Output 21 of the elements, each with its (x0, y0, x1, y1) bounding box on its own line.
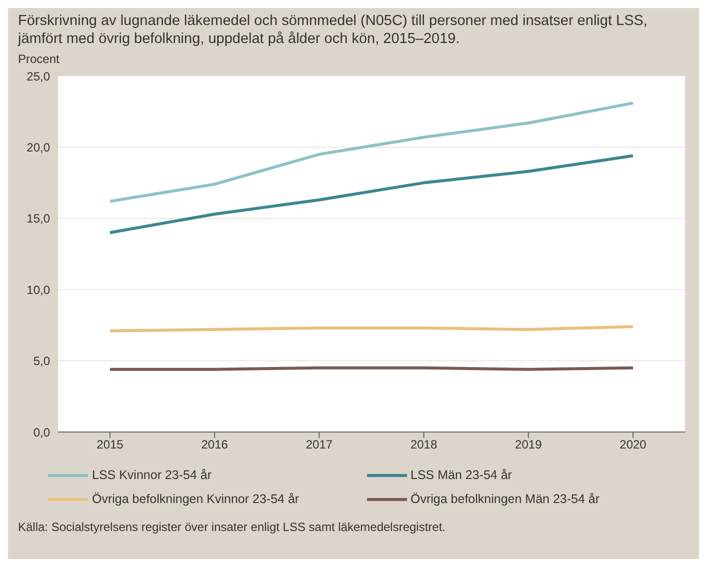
x-tick-label: 2015 (96, 438, 124, 452)
x-tick-label: 2019 (515, 438, 542, 452)
legend-label: Övriga befolkningen Kvinnor 23-54 år (92, 492, 300, 506)
x-tick-label: 2018 (410, 438, 438, 452)
y-tick-label: 5,0 (33, 354, 50, 368)
x-tick-label: 2017 (306, 438, 333, 452)
y-tick-label: 0,0 (33, 425, 50, 440)
y-tick-label: 20,0 (26, 140, 50, 154)
y-tick-label: 25,0 (26, 69, 50, 84)
chart-title: Förskrivning av lugnande läkemedel och sömnmedel (N05C) till personer med insatser enligt LSS, jämfört med övrig befolkning, uppdelat på ålder och kön, 2015–2019. (16, 12, 648, 48)
y-axis-title: Procent (17, 51, 60, 66)
text: Källa: Socialstyrelsens register över insater enligt LSS samt läkemedelsregistret. (17, 519, 447, 534)
legend-label: Övriga befolkningen Män 23-54 år (410, 492, 600, 506)
y-tick-label: 15,0 (26, 212, 50, 226)
line-series (108, 154, 634, 234)
line-series (108, 102, 634, 203)
legend-label: LSS Kvinnor 23-54 år (92, 468, 212, 482)
x-tick-label: 2020 (620, 438, 647, 452)
legend-label: LSS Män 23-54 år (410, 468, 512, 482)
x-tick-label: 2016 (201, 438, 228, 452)
y-tick-label: 10,0 (26, 282, 50, 297)
